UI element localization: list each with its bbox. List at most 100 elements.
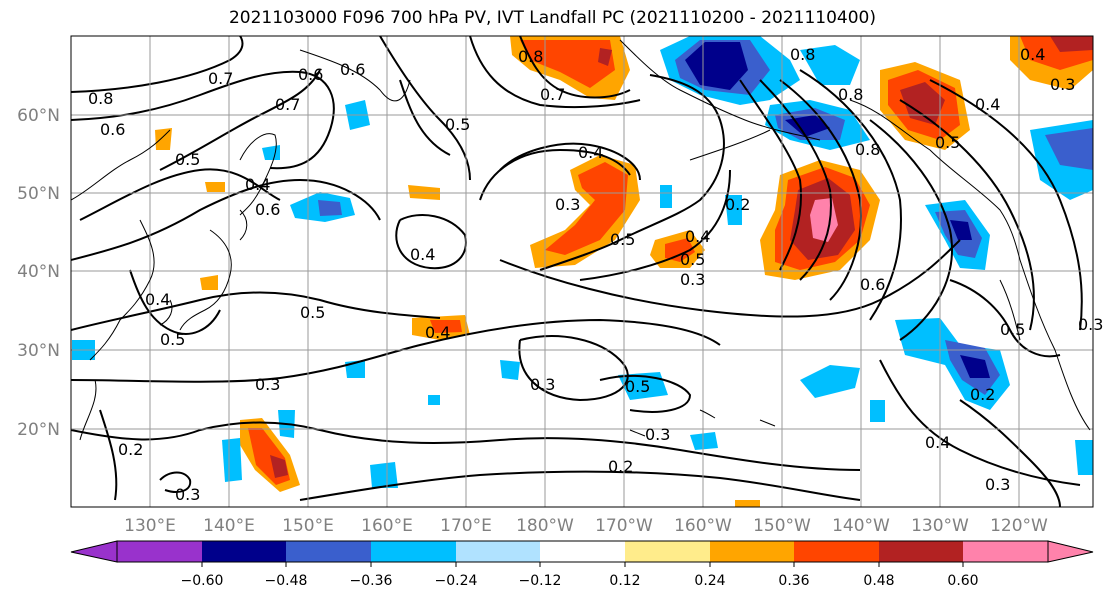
- contour-label: 0.4: [925, 433, 950, 452]
- contour-label: 0.3: [530, 375, 555, 394]
- contour-label: 0.3: [175, 485, 200, 504]
- colorbar-segment: [371, 541, 456, 562]
- colorbar-segment: [879, 541, 963, 562]
- contour-line: [71, 291, 441, 331]
- colorbar-label: 0.36: [778, 573, 809, 589]
- contour-line: [739, 79, 802, 271]
- contour-line: [499, 239, 961, 318]
- colorbar-label: 0.48: [863, 573, 894, 589]
- contour-label: 0.5: [625, 377, 650, 396]
- pv-contours: [71, 36, 1083, 507]
- lat-label: 50°N: [17, 184, 60, 204]
- positive-anomaly: [205, 182, 225, 192]
- contour-label: 0.3: [645, 425, 670, 444]
- lat-label: 60°N: [17, 106, 60, 126]
- negative-anomaly: [428, 395, 440, 405]
- map-title: 2021103000 F096 700 hPa PV, IVT Landfall…: [228, 8, 876, 28]
- contour-label: 0.2: [725, 195, 750, 214]
- contour-line: [519, 36, 631, 99]
- contour-label: 0.6: [298, 65, 323, 84]
- contour-label: 0.8: [790, 45, 815, 64]
- coastline-asia: [71, 129, 171, 441]
- coastline-alaska: [619, 39, 1021, 261]
- lon-label: 180°W: [516, 516, 574, 536]
- negative-anomaly: [785, 115, 830, 137]
- contour-line: [759, 79, 832, 281]
- contour-line: [469, 36, 641, 109]
- lon-label: 130°E: [124, 516, 176, 536]
- negative-anomaly: [500, 360, 520, 380]
- contour-label: 0.8: [838, 85, 863, 104]
- contour-label: 0.8: [855, 140, 880, 159]
- contour-label: 0.2: [970, 385, 995, 404]
- contour-label: 0.4: [425, 323, 450, 342]
- negative-anomaly: [960, 355, 990, 378]
- contour-label: 0.6: [340, 60, 365, 79]
- negative-anomaly: [685, 42, 748, 90]
- lon-label: 130°W: [911, 516, 969, 536]
- contour-line: [779, 79, 862, 301]
- contour-label: 0.2: [118, 440, 143, 459]
- colorbar-segment: [286, 541, 371, 562]
- lon-label: 140°W: [832, 516, 890, 536]
- map-frame: [70, 35, 1094, 508]
- positive-anomaly: [900, 82, 945, 125]
- contour-label: 0.6: [100, 120, 125, 139]
- contour-line: [129, 269, 221, 335]
- contour-label: 0.5: [445, 115, 470, 134]
- contour-line: [71, 318, 721, 383]
- colorbar-label: 0.12: [609, 573, 640, 589]
- shaded-anomalies: [72, 36, 1093, 507]
- negative-anomaly: [1075, 440, 1093, 475]
- lon-label: 170°W: [595, 516, 653, 536]
- positive-anomaly: [200, 275, 218, 290]
- contour-label: 0.3: [985, 475, 1010, 494]
- contour-line: [99, 409, 118, 501]
- coastline-namerica: [999, 259, 1091, 431]
- contour-label: 0.7: [540, 85, 565, 104]
- colorbar-label: −0.24: [435, 573, 478, 589]
- colorbar-segment: [456, 541, 540, 562]
- contour-label: 0.7: [275, 95, 300, 114]
- positive-anomaly: [270, 455, 288, 478]
- colorbar-label: −0.48: [265, 573, 308, 589]
- contour-line: [929, 79, 1083, 331]
- contour-label: 0.5: [935, 133, 960, 152]
- contour-line: [71, 70, 335, 170]
- contour-line: [71, 421, 861, 471]
- contour-line: [959, 399, 1061, 507]
- contour-label: 0.5: [610, 230, 635, 249]
- negative-anomaly: [690, 432, 718, 450]
- contour-line: [71, 36, 244, 93]
- contour-line: [949, 279, 1061, 358]
- contour-label: 0.5: [680, 250, 705, 269]
- lon-label: 140°E: [203, 516, 255, 536]
- contour-line: [579, 169, 731, 281]
- negative-anomaly: [222, 438, 242, 482]
- colorbar-frame: [116, 540, 1049, 563]
- colorbar-segment: [117, 541, 202, 562]
- contour-label: 0.7: [208, 69, 233, 88]
- contour-label: 0.5: [1000, 320, 1025, 339]
- contour-label: 0.4: [245, 175, 270, 194]
- contour-line: [869, 119, 953, 341]
- contour-line: [159, 471, 192, 493]
- contour-line: [299, 470, 861, 501]
- colorbar-segment: [202, 541, 286, 562]
- contour-line: [379, 36, 471, 181]
- positive-anomaly: [735, 500, 760, 507]
- contour-label: 0.3: [1050, 75, 1075, 94]
- lon-label: 150°W: [753, 516, 811, 536]
- positive-anomaly: [430, 320, 462, 333]
- coastline-japan: [159, 209, 248, 331]
- contour-line: [499, 142, 641, 181]
- contour-label: 0.5: [175, 150, 200, 169]
- coastlines: [71, 39, 1091, 441]
- contour-label: 0.4: [410, 245, 435, 264]
- longitude-labels: 130°E 140°E 150°E 160°E 170°E 180°W 170°…: [124, 516, 1048, 536]
- colorbar-segment: [710, 541, 794, 562]
- contour-label: 0.3: [680, 270, 705, 289]
- colorbar-arrow-low: [70, 540, 118, 563]
- lon-label: 160°W: [674, 516, 732, 536]
- coastline-islands: [629, 409, 776, 437]
